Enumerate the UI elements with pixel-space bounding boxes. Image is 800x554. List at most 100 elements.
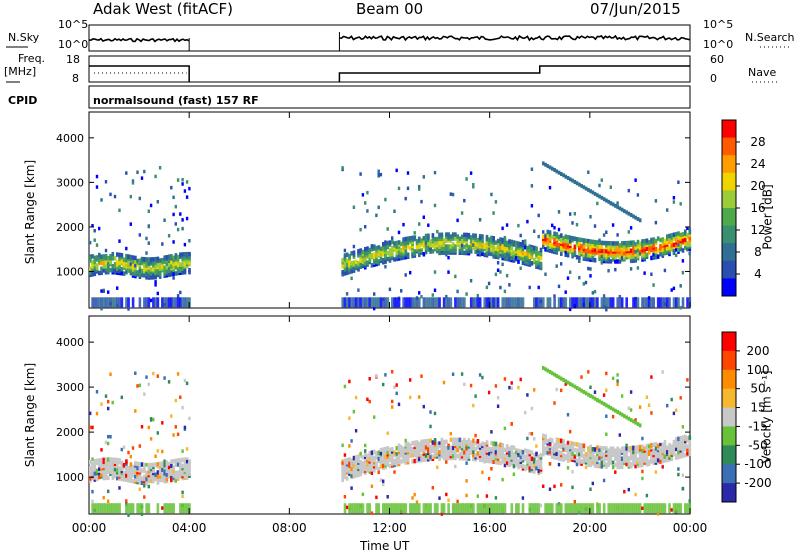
- velocity-cell: [584, 452, 588, 457]
- velocity-scatter: [413, 492, 416, 497]
- velocity-cell: [485, 440, 489, 445]
- velocity-scatter: [138, 444, 141, 448]
- velocity-streak: [575, 386, 579, 390]
- power-near-range: [632, 297, 635, 308]
- velocity-cell: [449, 445, 453, 451]
- power-scatter: [472, 183, 475, 187]
- velocity-cell: [131, 479, 135, 484]
- power-near-range: [111, 297, 115, 308]
- velocity-cell: [375, 451, 378, 456]
- power-scatter: [571, 221, 574, 225]
- velocity-cell: [131, 470, 135, 476]
- power-cell: [366, 246, 369, 251]
- velocity-cell: [420, 445, 423, 451]
- velocity-near-range: [686, 503, 689, 514]
- velocity-scatter: [677, 472, 680, 477]
- power-cell: [481, 234, 484, 239]
- power-cell: [487, 247, 491, 252]
- velocity-cell: [654, 442, 658, 447]
- velocity-scatter: [533, 388, 536, 392]
- velocity-cell: [409, 453, 412, 458]
- velocity-near-range: [138, 503, 142, 514]
- power-cell: [350, 251, 353, 256]
- velocity-cell: [345, 476, 349, 481]
- velocity-near-range: [478, 503, 482, 514]
- x-tick-label: 12:00: [372, 521, 407, 535]
- velocity-cell: [600, 460, 604, 465]
- power-cell: [158, 264, 162, 269]
- velocity-cell: [587, 446, 590, 451]
- power-cell: [517, 255, 520, 260]
- velocity-cell: [411, 447, 414, 452]
- power-scatter: [598, 238, 601, 243]
- velocity-streak: [555, 374, 559, 378]
- velocity-cell: [454, 437, 457, 442]
- velocity-cell: [472, 452, 475, 458]
- velocity-scatter: [352, 409, 356, 414]
- velocity-colorbar-tick-label: 50: [750, 382, 765, 396]
- power-near-range: [578, 297, 581, 308]
- x-tick-label: 16:00: [472, 521, 507, 535]
- velocity-scatter: [620, 394, 624, 398]
- velocity-scatter: [91, 499, 94, 504]
- power-streak: [587, 187, 590, 192]
- velocity-scatter: [449, 431, 452, 436]
- velocity-colorbar-segment: [722, 464, 736, 484]
- velocity-cell: [557, 438, 561, 443]
- velocity-scatter: [602, 393, 606, 397]
- power-cell: [111, 264, 115, 269]
- velocity-streak: [557, 375, 561, 380]
- power-scatter: [163, 218, 166, 222]
- velocity-cell: [524, 464, 527, 470]
- velocity-scatter: [386, 431, 389, 435]
- power-scatter: [154, 280, 157, 284]
- velocity-cell: [449, 437, 453, 442]
- velocity-scatter: [143, 484, 146, 488]
- velocity-near-range: [668, 503, 671, 514]
- velocity-cell: [138, 468, 142, 473]
- velocity-streak: [634, 420, 637, 425]
- velocity-cell: [656, 457, 660, 463]
- velocity-scatter: [156, 431, 159, 435]
- velocity-cell: [156, 474, 160, 479]
- velocity-cell: [521, 464, 525, 469]
- power-colorbar-tick-label: 16: [750, 201, 765, 215]
- power-scatter: [551, 223, 554, 228]
- freq-tick-bottom: 8: [72, 72, 79, 85]
- power-near-range: [625, 297, 628, 308]
- velocity-scatter: [447, 446, 450, 450]
- velocity-cell: [154, 462, 157, 467]
- velocity-scatter: [587, 370, 590, 374]
- velocity-scatter: [149, 437, 153, 441]
- power-cell: [666, 234, 669, 239]
- power-scatter: [129, 194, 132, 199]
- velocity-near-range: [584, 503, 588, 514]
- power-cell: [589, 239, 592, 244]
- power-near-range: [584, 297, 588, 308]
- velocity-cell: [118, 458, 121, 463]
- velocity-streak: [625, 415, 628, 420]
- power-cell: [688, 236, 692, 241]
- power-scatter: [564, 250, 567, 255]
- velocity-near-range: [609, 503, 613, 514]
- velocity-scatter: [149, 417, 153, 421]
- velocity-cell: [152, 468, 155, 474]
- power-near-range: [600, 297, 604, 308]
- velocity-scatter: [181, 449, 184, 453]
- velocity-cell: [542, 433, 545, 439]
- velocity-scatter: [469, 383, 473, 388]
- velocity-scatter: [560, 483, 563, 487]
- velocity-scatter: [647, 444, 651, 449]
- power-cell: [156, 262, 160, 268]
- velocity-cell: [368, 463, 372, 468]
- power-cell: [154, 256, 157, 262]
- velocity-scatter: [575, 462, 579, 467]
- power-cell: [564, 242, 568, 247]
- velocity-cell: [481, 447, 484, 453]
- power-scatter: [517, 223, 520, 228]
- power-near-range: [384, 297, 387, 308]
- velocity-cell: [366, 467, 369, 473]
- power-scatter: [519, 266, 522, 270]
- power-scatter: [364, 225, 367, 229]
- velocity-cell: [677, 440, 680, 446]
